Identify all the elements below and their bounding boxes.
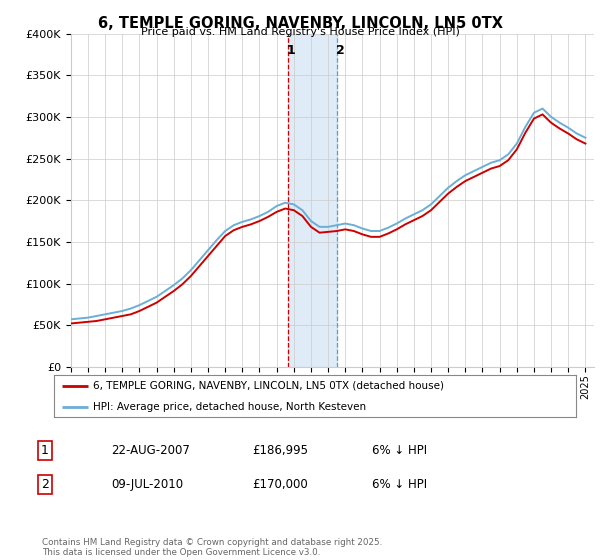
Text: HPI: Average price, detached house, North Kesteven: HPI: Average price, detached house, Nort… (93, 402, 366, 412)
Text: 1: 1 (41, 444, 49, 458)
Text: 6, TEMPLE GORING, NAVENBY, LINCOLN, LN5 0TX (detached house): 6, TEMPLE GORING, NAVENBY, LINCOLN, LN5 … (93, 381, 444, 391)
Text: £186,995: £186,995 (252, 444, 308, 458)
Text: Price paid vs. HM Land Registry's House Price Index (HPI): Price paid vs. HM Land Registry's House … (140, 27, 460, 37)
Text: 6, TEMPLE GORING, NAVENBY, LINCOLN, LN5 0TX: 6, TEMPLE GORING, NAVENBY, LINCOLN, LN5 … (97, 16, 503, 31)
Text: 2: 2 (41, 478, 49, 491)
Text: 6% ↓ HPI: 6% ↓ HPI (372, 444, 427, 458)
Text: 6% ↓ HPI: 6% ↓ HPI (372, 478, 427, 491)
Text: 09-JUL-2010: 09-JUL-2010 (111, 478, 183, 491)
Text: £170,000: £170,000 (252, 478, 308, 491)
Text: Contains HM Land Registry data © Crown copyright and database right 2025.
This d: Contains HM Land Registry data © Crown c… (42, 538, 382, 557)
Text: 2: 2 (336, 44, 345, 57)
Bar (288, 34, 337, 367)
Text: 1: 1 (287, 44, 296, 57)
Text: 22-AUG-2007: 22-AUG-2007 (111, 444, 190, 458)
